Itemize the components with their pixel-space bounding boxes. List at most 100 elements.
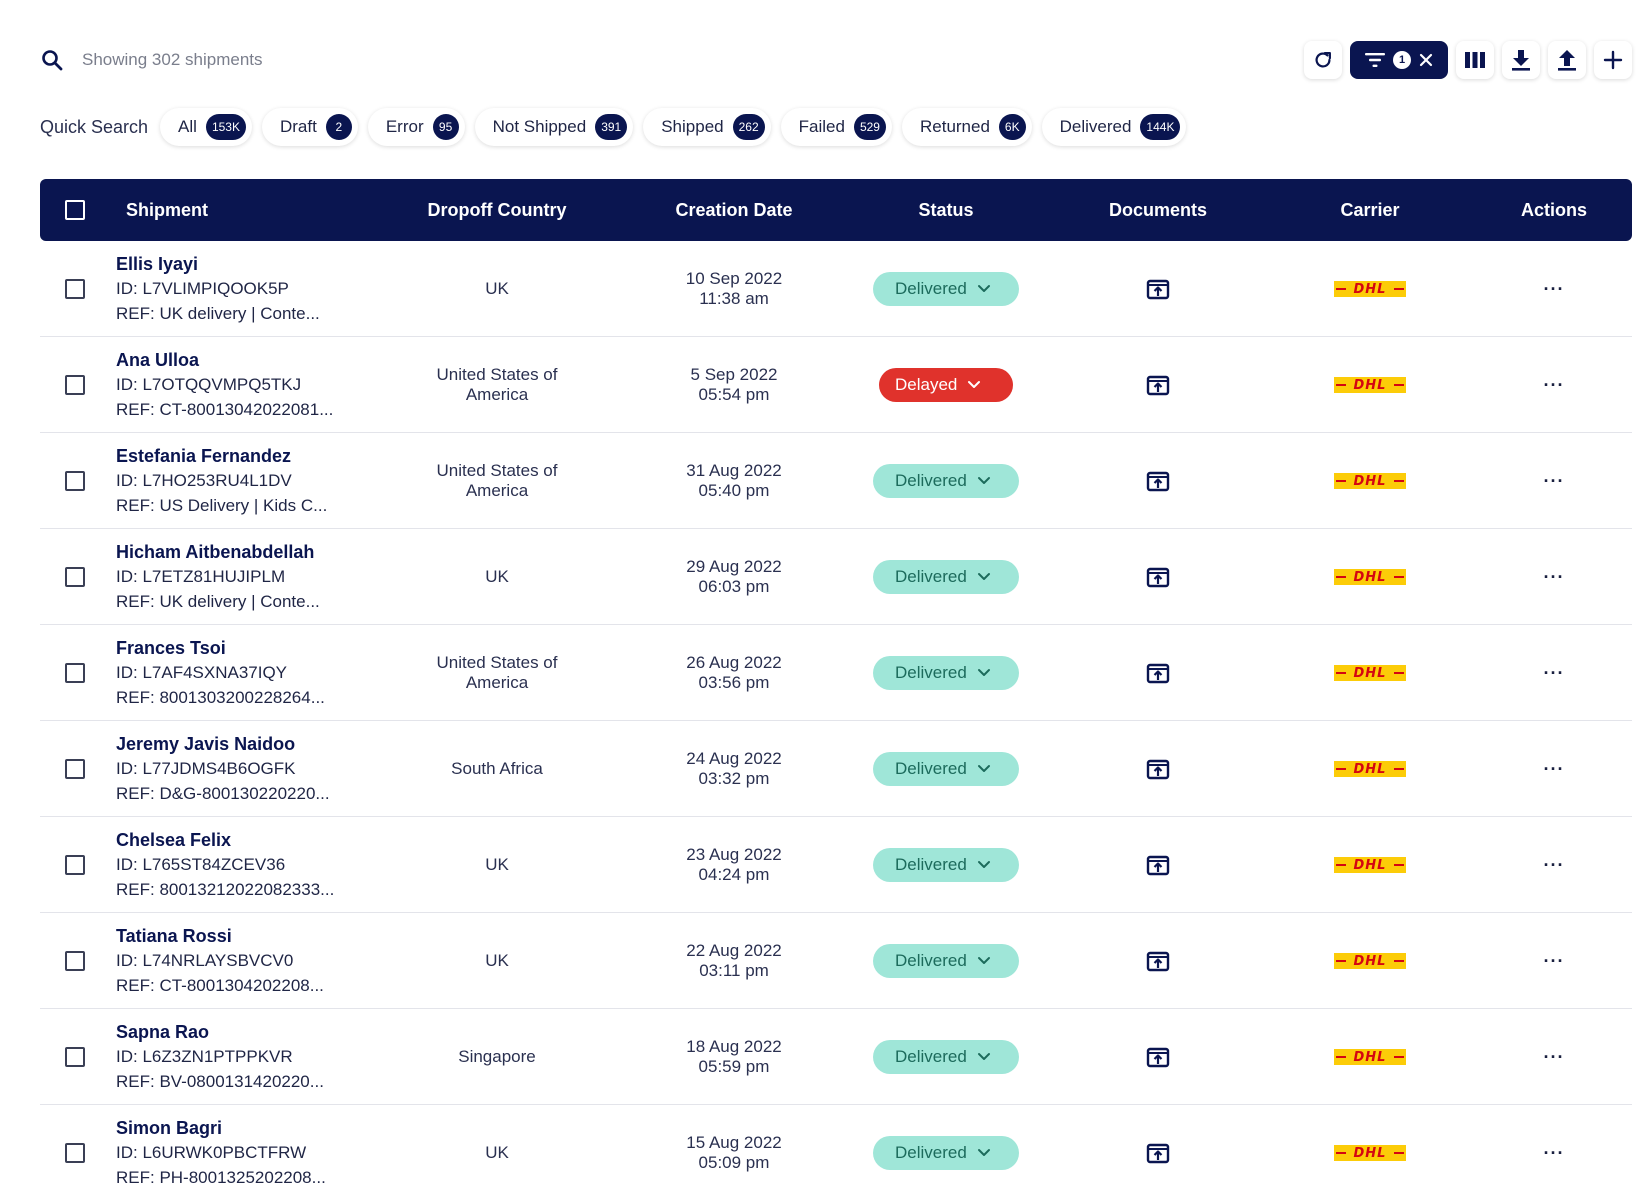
document-icon[interactable]	[1146, 566, 1170, 588]
table-row[interactable]: Tatiana Rossi ID: L74NRLAYSBVCV0 REF: CT-8…	[40, 913, 1632, 1009]
row-actions-menu[interactable]: ···	[1543, 278, 1565, 299]
chevron-down-icon	[977, 957, 990, 964]
table-row[interactable]: Ellis Iyayi ID: L7VLIMPIQOOK5P REF: UK del…	[40, 241, 1632, 337]
chip-all[interactable]: All 153K	[160, 108, 252, 146]
chip-failed[interactable]: Failed 529	[780, 108, 892, 146]
document-icon[interactable]	[1146, 758, 1170, 780]
status-dropdown[interactable]: Delivered	[873, 752, 1019, 786]
row-checkbox[interactable]	[65, 567, 85, 587]
chevron-down-icon	[977, 573, 990, 580]
status-dropdown[interactable]: Delayed	[879, 368, 1013, 402]
table-row[interactable]: Ana Ulloa ID: L7OTQQVMPQ5TKJ REF: CT-80013…	[40, 337, 1632, 433]
row-actions-menu[interactable]: ···	[1543, 1046, 1565, 1067]
creation-date-day: 23 Aug 2022	[686, 845, 782, 864]
header-creation-date[interactable]: Creation Date	[675, 199, 793, 220]
chip-error[interactable]: Error 95	[367, 108, 465, 146]
row-checkbox[interactable]	[65, 375, 85, 395]
recipient-name[interactable]: Ana Ulloa	[116, 350, 200, 370]
header-shipment[interactable]: Shipment	[126, 199, 209, 220]
recipient-name[interactable]: Ellis Iyayi	[116, 254, 199, 274]
shipment-ref: REF: US Delivery | Kids C...	[116, 496, 328, 515]
row-checkbox[interactable]	[65, 279, 85, 299]
table-row[interactable]: Simon Bagri ID: L6URWK0PBCTFRW REF: PH-800…	[40, 1105, 1632, 1200]
columns-button[interactable]	[1456, 41, 1494, 79]
chip-returned[interactable]: Returned 6K	[901, 108, 1032, 146]
table-row[interactable]: Estefania Fernandez ID: L7HO253RU4L1DV REF…	[40, 433, 1632, 529]
row-checkbox[interactable]	[65, 471, 85, 491]
creation-date: 24 Aug 2022 03:32 pm	[628, 721, 840, 817]
document-icon[interactable]	[1146, 1142, 1170, 1164]
status-dropdown[interactable]: Delivered	[873, 272, 1019, 306]
close-icon[interactable]	[1419, 53, 1433, 67]
row-actions-menu[interactable]: ···	[1543, 374, 1565, 395]
row-checkbox[interactable]	[65, 663, 85, 683]
document-icon[interactable]	[1146, 854, 1170, 876]
recipient-name[interactable]: Chelsea Felix	[116, 830, 232, 850]
row-actions-menu[interactable]: ···	[1543, 758, 1565, 779]
chip-count: 2	[325, 114, 352, 140]
document-icon[interactable]	[1146, 278, 1170, 300]
select-all-checkbox[interactable]	[65, 200, 85, 220]
status-dropdown[interactable]: Delivered	[873, 464, 1019, 498]
creation-date: 15 Aug 2022 05:09 pm	[628, 1105, 840, 1200]
recipient-name[interactable]: Simon Bagri	[116, 1118, 223, 1138]
row-checkbox[interactable]	[65, 855, 85, 875]
chip-draft[interactable]: Draft 2	[261, 108, 358, 146]
status-dropdown[interactable]: Delivered	[873, 560, 1019, 594]
recipient-name[interactable]: Jeremy Javis Naidoo	[116, 734, 296, 754]
row-actions-menu[interactable]: ···	[1543, 470, 1565, 491]
recipient-name[interactable]: Tatiana Rossi	[116, 926, 232, 946]
creation-date-time: 03:56 pm	[698, 673, 770, 692]
download-button[interactable]	[1502, 41, 1540, 79]
chip-delivered[interactable]: Delivered 144K	[1041, 108, 1187, 146]
creation-date: 5 Sep 2022 05:54 pm	[628, 337, 840, 433]
row-actions-menu[interactable]: ···	[1543, 566, 1565, 587]
recipient-name[interactable]: Hicham Aitbenabdellah	[116, 542, 315, 562]
row-actions-menu[interactable]: ···	[1543, 1142, 1565, 1163]
row-actions-menu[interactable]: ···	[1543, 662, 1565, 683]
filter-button[interactable]: 1	[1350, 41, 1448, 79]
creation-date: 18 Aug 2022 05:59 pm	[628, 1009, 840, 1105]
header-dropoff-country[interactable]: Dropoff Country	[427, 199, 567, 220]
status-dropdown[interactable]: Delivered	[873, 1040, 1019, 1074]
table-row[interactable]: Chelsea Felix ID: L765ST84ZCEV36 REF: 8001…	[40, 817, 1632, 913]
row-checkbox[interactable]	[65, 951, 85, 971]
document-icon[interactable]	[1146, 662, 1170, 684]
row-checkbox[interactable]	[65, 1047, 85, 1067]
search-input[interactable]	[82, 46, 682, 74]
header-status[interactable]: Status	[918, 199, 974, 220]
row-actions-menu[interactable]: ···	[1543, 950, 1565, 971]
table-row[interactable]: Frances Tsoi ID: L7AF4SXNA37IQY REF: 80013…	[40, 625, 1632, 721]
recipient-name[interactable]: Estefania Fernandez	[116, 446, 292, 466]
document-icon[interactable]	[1146, 374, 1170, 396]
creation-date-time: 05:54 pm	[698, 385, 770, 404]
row-actions-menu[interactable]: ···	[1543, 854, 1565, 875]
refresh-button[interactable]	[1304, 41, 1342, 79]
row-checkbox[interactable]	[65, 759, 85, 779]
table-row[interactable]: Jeremy Javis Naidoo ID: L77JDMS4B6OGFK REF…	[40, 721, 1632, 817]
row-checkbox[interactable]	[65, 1143, 85, 1163]
header-carrier[interactable]: Carrier	[1340, 199, 1400, 220]
dropoff-country: South Africa	[451, 759, 543, 778]
status-dropdown[interactable]: Delivered	[873, 944, 1019, 978]
table-row[interactable]: Sapna Rao ID: L6Z3ZN1PTPPKVR REF: BV-08001…	[40, 1009, 1632, 1105]
dropoff-country: UK	[485, 855, 509, 874]
chip-not-shipped[interactable]: Not Shipped 391	[474, 108, 634, 146]
chip-label: Delivered	[1059, 117, 1132, 136]
document-icon[interactable]	[1146, 1046, 1170, 1068]
recipient-name[interactable]: Sapna Rao	[116, 1022, 210, 1042]
table-row[interactable]: Hicham Aitbenabdellah ID: L7ETZ81HUJIPLM R…	[40, 529, 1632, 625]
shipment-ref: REF: 80013212022082333...	[116, 880, 335, 899]
add-shipment-button[interactable]	[1594, 41, 1632, 79]
status-dropdown[interactable]: Delivered	[873, 848, 1019, 882]
header-documents[interactable]: Documents	[1108, 199, 1207, 220]
chip-shipped[interactable]: Shipped 262	[643, 108, 771, 146]
document-icon[interactable]	[1146, 950, 1170, 972]
shipment-ref: REF: D&G-800130220220...	[116, 784, 330, 803]
document-icon[interactable]	[1146, 470, 1170, 492]
upload-button[interactable]	[1548, 41, 1586, 79]
columns-icon	[1465, 52, 1485, 68]
status-dropdown[interactable]: Delivered	[873, 1136, 1019, 1170]
status-dropdown[interactable]: Delivered	[873, 656, 1019, 690]
recipient-name[interactable]: Frances Tsoi	[116, 638, 226, 658]
